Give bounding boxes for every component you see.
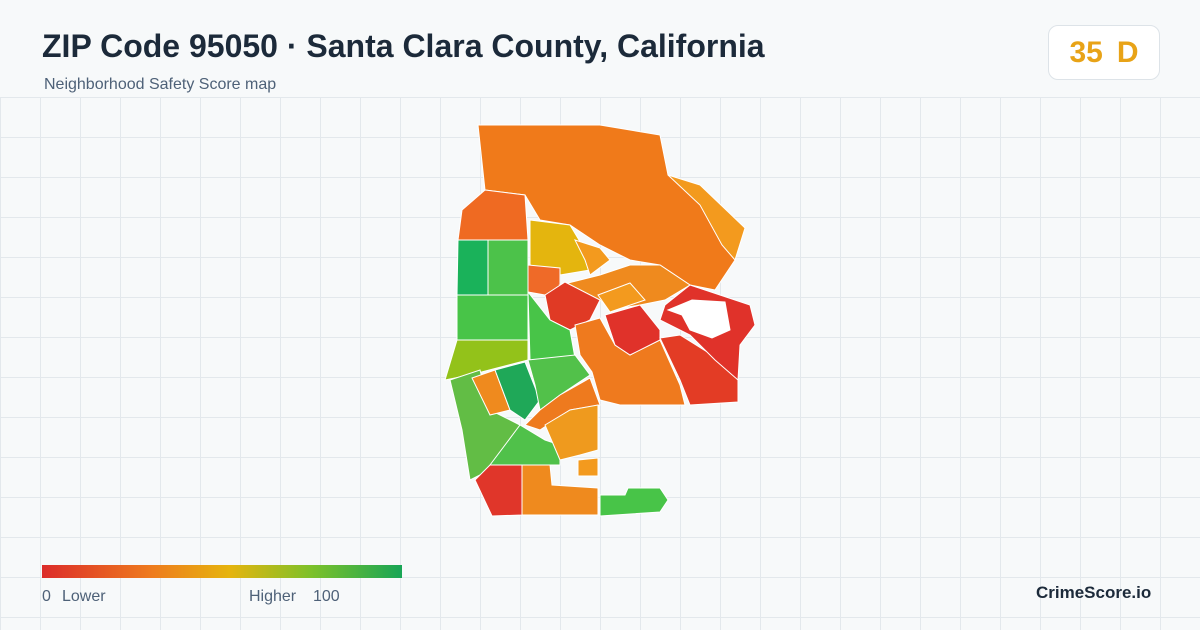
brand: CrimeScore.io xyxy=(1036,583,1152,602)
area xyxy=(577,457,599,477)
area xyxy=(604,304,661,356)
score-grade: D xyxy=(1116,35,1139,69)
area xyxy=(444,339,529,381)
area xyxy=(487,239,529,296)
legend-max: 100 xyxy=(313,588,340,605)
area xyxy=(527,290,576,361)
area xyxy=(574,239,611,276)
area xyxy=(659,334,739,406)
title: ZIP Code 95050 · Santa Clara County, Cal… xyxy=(42,28,765,64)
area xyxy=(667,174,746,262)
legend-min-label: Lower xyxy=(62,588,106,605)
hole xyxy=(666,299,731,339)
subtitle: Neighborhood Safety Score map xyxy=(44,76,277,93)
area xyxy=(456,294,529,341)
score-value: 35 xyxy=(1069,35,1103,69)
legend-gradient xyxy=(42,565,402,578)
area xyxy=(599,487,669,517)
area xyxy=(597,282,646,313)
area xyxy=(521,464,599,516)
area xyxy=(544,404,599,461)
area xyxy=(474,464,523,517)
area xyxy=(494,361,541,421)
area xyxy=(456,239,489,296)
legend-max-label: Higher xyxy=(249,588,297,605)
legend-min: 0 xyxy=(42,588,51,605)
score-badge: 35 D xyxy=(1048,25,1160,80)
area xyxy=(457,189,529,241)
neighborhoods xyxy=(444,124,756,517)
